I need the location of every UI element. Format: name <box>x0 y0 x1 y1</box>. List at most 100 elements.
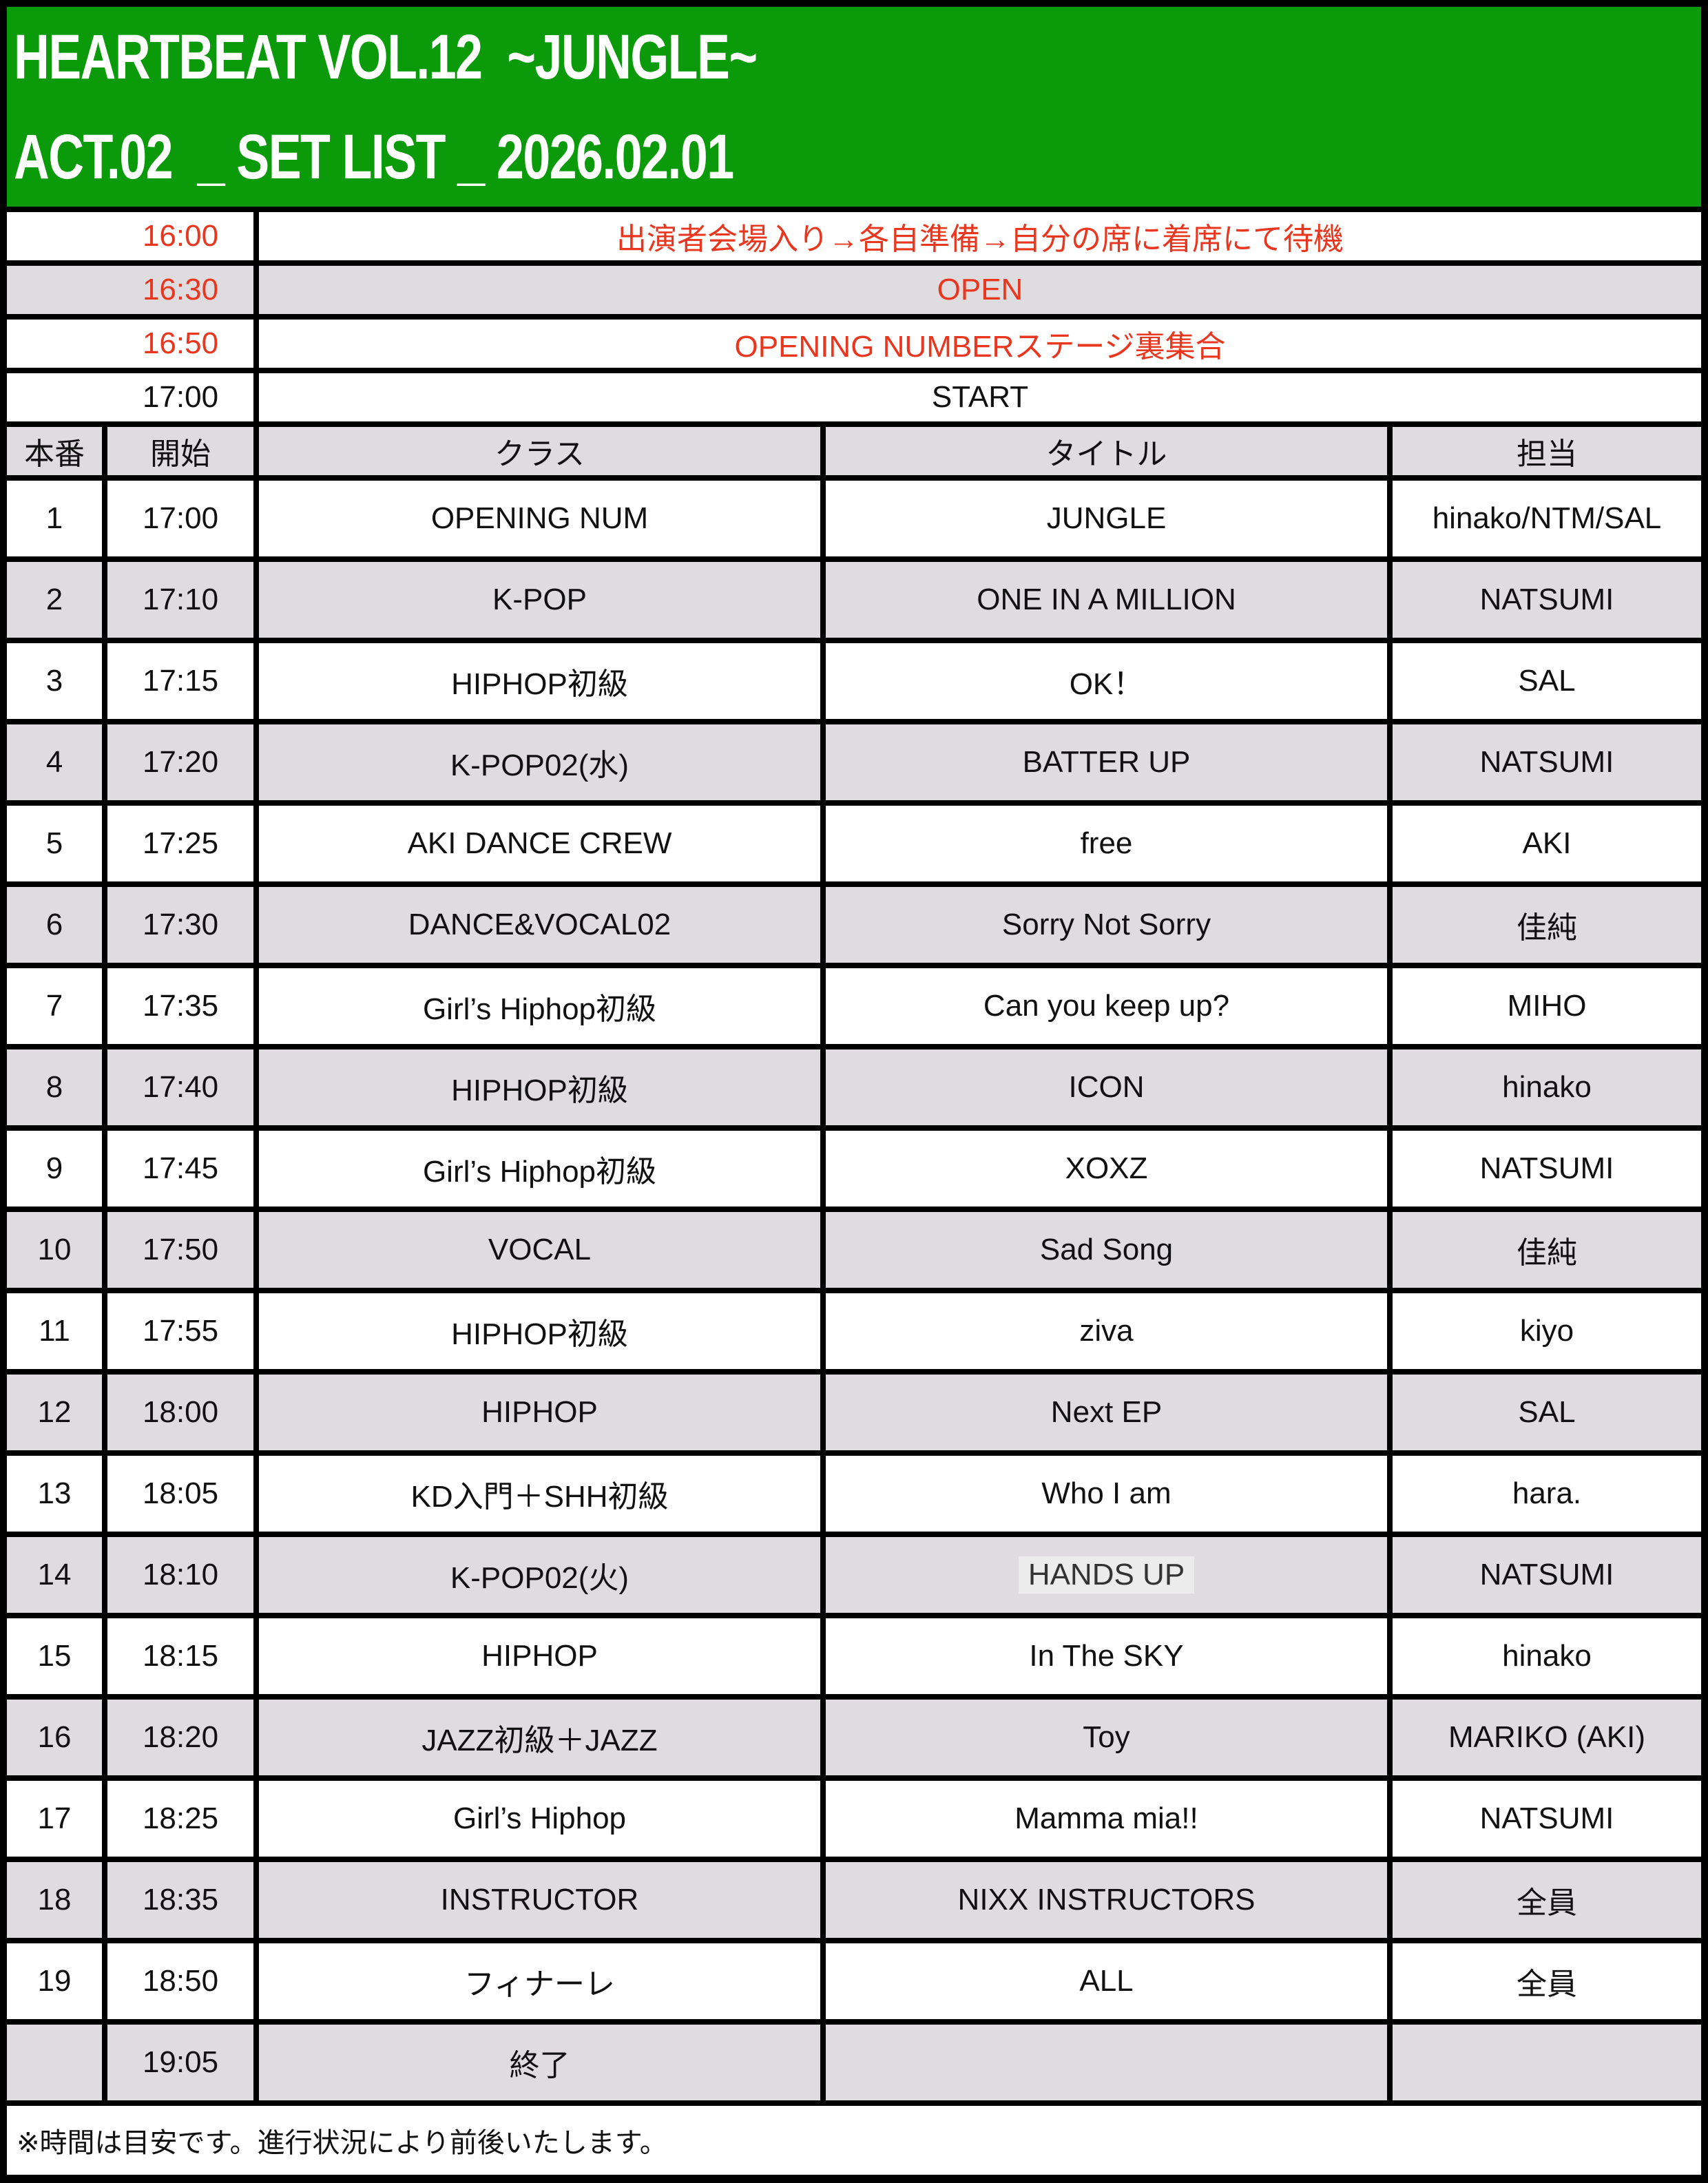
cell-title: Mamma mia!! <box>826 1781 1387 1857</box>
schedule-description: OPENING NUMBERステージ裏集合 <box>259 320 1701 368</box>
table-row: 6 17:30 DANCE&VOCAL02 Sorry Not Sorry 佳純 <box>7 887 1701 963</box>
cell-start: 17:50 <box>107 1212 253 1288</box>
schedule-description: OPEN <box>259 266 1701 314</box>
table-row: 9 17:45 Girl’s Hiphop初級 XOXZ NATSUMI <box>7 1131 1701 1207</box>
schedule-row: 16:00 出演者会場入り→各自準備→自分の席に着席にて待機 <box>7 212 1701 260</box>
cell-start: 18:35 <box>107 1862 253 1938</box>
cell-no: 11 <box>7 1293 102 1369</box>
cell-no: 8 <box>7 1049 102 1125</box>
cell-title: BATTER UP <box>826 724 1387 800</box>
cell-title: ICON <box>826 1049 1387 1125</box>
cell-title: Sorry Not Sorry <box>826 887 1387 963</box>
cell-class: Girl’s Hiphop初級 <box>259 968 820 1044</box>
cell-no: 19 <box>7 1943 102 2019</box>
cell-charge: 全員 <box>1393 1862 1701 1938</box>
schedule-time: 16:30 <box>142 273 219 306</box>
col-header-title: タイトル <box>826 427 1387 475</box>
cell-charge: NATSUMI <box>1393 562 1701 638</box>
table-row: 14 18:10 K-POP02(火) HANDS UP NATSUMI <box>7 1537 1701 1613</box>
cell-class: Girl’s Hiphop <box>259 1781 820 1857</box>
cell-start: 18:05 <box>107 1456 253 1532</box>
column-header-row: 本番 開始 クラス タイトル 担当 <box>7 427 1701 475</box>
cell-no: 18 <box>7 1862 102 1938</box>
cell-class: Girl’s Hiphop初級 <box>259 1131 820 1207</box>
cell-charge: 全員 <box>1393 1943 1701 2019</box>
table-row: 19:05 終了 <box>7 2025 1701 2100</box>
cell-start: 18:20 <box>107 1700 253 1775</box>
cell-title: JUNGLE <box>826 481 1387 556</box>
cell-charge: hinako <box>1393 1049 1701 1125</box>
cell-title: XOXZ <box>826 1131 1387 1207</box>
cell-class: INSTRUCTOR <box>259 1862 820 1938</box>
cell-no: 15 <box>7 1618 102 1694</box>
col-header-charge: 担当 <box>1393 427 1701 475</box>
cell-title: Sad Song <box>826 1212 1387 1288</box>
cell-class: K-POP <box>259 562 820 638</box>
cell-class: VOCAL <box>259 1212 820 1288</box>
event-title: HEARTBEAT VOL.12 ~JUNGLE~ <box>14 21 758 92</box>
cell-class: JAZZ初級＋JAZZ <box>259 1700 820 1775</box>
cell-class: K-POP02(火) <box>259 1537 820 1613</box>
cell-charge: 佳純 <box>1393 887 1701 963</box>
cell-title: HANDS UP <box>826 1537 1387 1613</box>
schedule-description: START <box>259 373 1701 421</box>
cell-charge <box>1393 2025 1701 2100</box>
cell-no: 7 <box>7 968 102 1044</box>
schedule-row: 17:00 START <box>7 373 1701 421</box>
schedule-time-cell: 17:00 <box>7 373 253 421</box>
cell-start: 18:00 <box>107 1375 253 1450</box>
table-row: 18 18:35 INSTRUCTOR NIXX INSTRUCTORS 全員 <box>7 1862 1701 1938</box>
cell-no: 16 <box>7 1700 102 1775</box>
cell-start: 17:55 <box>107 1293 253 1369</box>
cell-class: HIPHOP <box>259 1375 820 1450</box>
schedule-time: 16:00 <box>142 219 219 253</box>
schedule-time: 17:00 <box>142 380 219 414</box>
cell-class: K-POP02(水) <box>259 724 820 800</box>
cell-title: NIXX INSTRUCTORS <box>826 1862 1387 1938</box>
cell-start: 17:40 <box>107 1049 253 1125</box>
schedule-description: 出演者会場入り→各自準備→自分の席に着席にて待機 <box>259 212 1701 260</box>
cell-no: 4 <box>7 724 102 800</box>
cell-class: AKI DANCE CREW <box>259 806 820 881</box>
table-row: 7 17:35 Girl’s Hiphop初級 Can you keep up?… <box>7 968 1701 1044</box>
cell-start: 17:45 <box>107 1131 253 1207</box>
cell-class: HIPHOP <box>259 1618 820 1694</box>
cell-no <box>7 2025 102 2100</box>
table-row: 15 18:15 HIPHOP In The SKY hinako <box>7 1618 1701 1694</box>
cell-class: 終了 <box>259 2025 820 2100</box>
cell-start: 19:05 <box>107 2025 253 2100</box>
cell-no: 12 <box>7 1375 102 1450</box>
cell-charge: AKI <box>1393 806 1701 881</box>
cell-charge: kiyo <box>1393 1293 1701 1369</box>
col-header-class: クラス <box>259 427 820 475</box>
cell-start: 17:20 <box>107 724 253 800</box>
cell-charge: hara. <box>1393 1456 1701 1532</box>
cell-no: 2 <box>7 562 102 638</box>
cell-start: 18:15 <box>107 1618 253 1694</box>
cell-charge: MARIKO (AKI) <box>1393 1700 1701 1775</box>
cell-no: 1 <box>7 481 102 556</box>
cell-start: 17:30 <box>107 887 253 963</box>
table-row: 12 18:00 HIPHOP Next EP SAL <box>7 1375 1701 1450</box>
cell-no: 14 <box>7 1537 102 1613</box>
cell-title: Toy <box>826 1700 1387 1775</box>
title-highlight: HANDS UP <box>1018 1556 1195 1594</box>
cell-start: 17:10 <box>107 562 253 638</box>
footnote: ※時間は目安です。進行状況により前後いたします。 <box>7 2106 1701 2175</box>
table-row: 5 17:25 AKI DANCE CREW free AKI <box>7 806 1701 881</box>
title-banner: HEARTBEAT VOL.12 ~JUNGLE~ ACT.02 _ SET L… <box>7 7 1701 207</box>
table-row: 13 18:05 KD入門＋SHH初級 Who I am hara. <box>7 1456 1701 1532</box>
cell-start: 18:50 <box>107 1943 253 2019</box>
cell-no: 6 <box>7 887 102 963</box>
cell-charge: hinako/NTM/SAL <box>1393 481 1701 556</box>
cell-charge: hinako <box>1393 1618 1701 1694</box>
table-row: 3 17:15 HIPHOP初級 OK！ SAL <box>7 643 1701 719</box>
cell-start: 18:25 <box>107 1781 253 1857</box>
cell-start: 17:35 <box>107 968 253 1044</box>
schedule-time-cell: 16:30 <box>7 266 253 314</box>
cell-title: free <box>826 806 1387 881</box>
cell-class: DANCE&VOCAL02 <box>259 887 820 963</box>
cell-title: ziva <box>826 1293 1387 1369</box>
cell-class: HIPHOP初級 <box>259 1049 820 1125</box>
